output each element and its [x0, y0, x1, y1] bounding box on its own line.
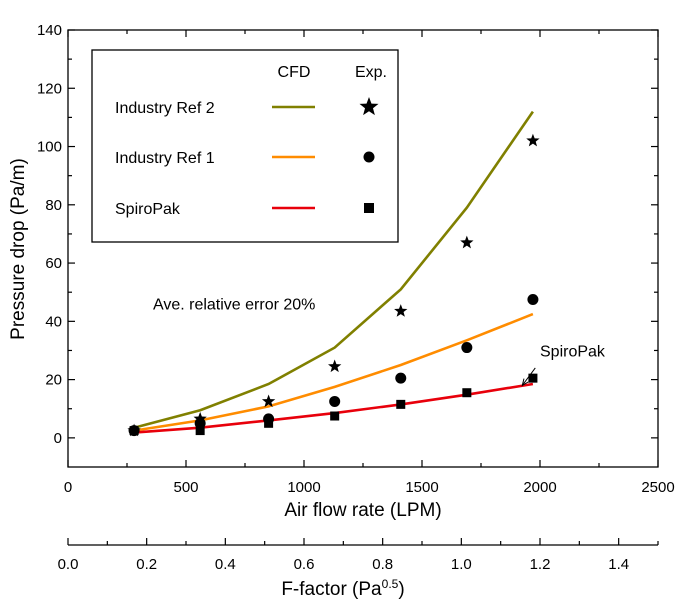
series-exp-point-2-1 — [195, 426, 205, 436]
secondary-x-tick-label-1: 0.2 — [136, 556, 157, 573]
secondary-x-tick-label-3: 0.6 — [294, 556, 315, 573]
annotation-text-0: Ave. relative error 20% — [153, 297, 315, 314]
x-tick-label-0: 0 — [64, 479, 72, 496]
y-tick-label-7: 140 — [37, 22, 62, 39]
annotation-arrowhead-1 — [521, 378, 529, 387]
secondary-x-tick-label-2: 0.4 — [215, 556, 236, 573]
y-tick-label-2: 40 — [45, 313, 62, 330]
y-axis-title: Pressure drop (Pa/m) — [8, 158, 29, 340]
legend-header-exp: Exp. — [355, 64, 387, 81]
x-axis-title: Air flow rate (LPM) — [284, 500, 441, 521]
annotation-text-1: SpiroPak — [540, 343, 606, 360]
series-exp-point-0-6 — [526, 133, 540, 147]
legend-box — [91, 49, 399, 243]
x-tick-label-2: 1000 — [287, 479, 320, 496]
x-tick-label-4: 2000 — [523, 479, 556, 496]
x-tick-label-5: 2500 — [641, 479, 674, 496]
series-exp-point-0-5 — [460, 235, 474, 249]
secondary-x-tick-label-4: 0.8 — [372, 556, 393, 573]
secondary-x-tick-label-0: 0.0 — [58, 556, 79, 573]
y-tick-label-0: 0 — [54, 430, 62, 447]
y-tick-label-4: 80 — [45, 197, 62, 214]
series-exp-point-0-4 — [394, 304, 408, 317]
series-exp-point-0-3 — [328, 359, 342, 373]
legend-label-1: Industry Ref 1 — [115, 150, 215, 167]
series-exp-point-2-3 — [330, 411, 340, 421]
series-exp-point-1-4 — [395, 372, 407, 384]
series-exp-point-1-6 — [527, 293, 539, 305]
y-tick-label-6: 120 — [37, 80, 62, 97]
series-exp-point-1-1 — [194, 417, 206, 429]
legend-header-cfd: CFD — [278, 64, 311, 81]
series-exp-point-2-5 — [462, 388, 472, 398]
secondary-x-tick-label-7: 1.4 — [608, 556, 629, 573]
y-tick-label-3: 60 — [45, 255, 62, 272]
legend-marker-0 — [359, 97, 379, 116]
secondary-x-axis-title: F-factor (Pa0.5) — [281, 577, 404, 600]
secondary-x-title-sup: 0.5 — [382, 577, 399, 591]
series-exp-point-0-2 — [261, 394, 276, 408]
y-tick-label-5: 100 — [37, 139, 62, 156]
secondary-x-tick-label-6: 1.2 — [530, 556, 551, 573]
x-tick-label-3: 1500 — [405, 479, 438, 496]
series-exp-point-1-3 — [329, 395, 341, 407]
legend-label-2: SpiroPak — [115, 201, 181, 218]
annotation-arrow-1 — [521, 367, 536, 386]
secondary-x-tick-label-5: 1.0 — [451, 556, 472, 573]
x-tick-label-1: 500 — [173, 479, 198, 496]
series-exp-point-2-6 — [528, 373, 538, 383]
legend-label-0: Industry Ref 2 — [115, 100, 215, 117]
secondary-x-title-main: F-factor (Pa — [281, 579, 382, 600]
legend-marker-1 — [363, 151, 375, 163]
series-exp-point-2-4 — [396, 399, 406, 409]
series-exp-point-2-0 — [129, 426, 139, 436]
y-tick-label-1: 20 — [45, 372, 62, 389]
series-cfd-line-0 — [133, 110, 534, 429]
series-exp-point-2-2 — [264, 418, 274, 428]
secondary-x-title-end: ) — [398, 579, 404, 600]
series-exp-point-1-5 — [461, 342, 473, 354]
series-cfd-line-2 — [134, 382, 534, 434]
legend-marker-2 — [364, 203, 374, 213]
